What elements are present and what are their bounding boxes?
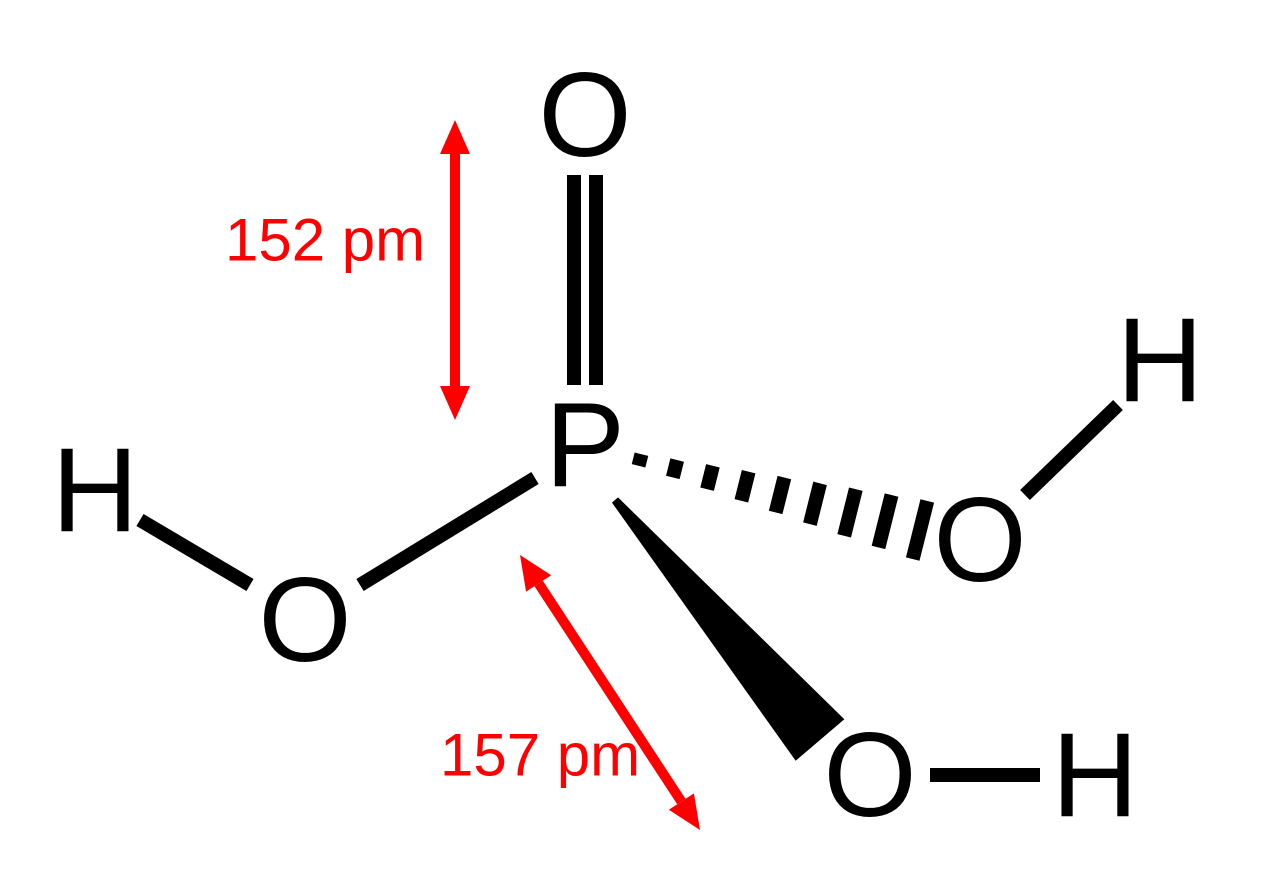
arrow-top (440, 120, 470, 420)
atom-H_front: H (1052, 708, 1139, 842)
annotation-top: 152 pm (225, 207, 425, 274)
arrow-bottom (520, 555, 700, 830)
atom-O_top: O (538, 48, 631, 182)
bond-single_Oback_Hback (1025, 405, 1118, 495)
atom-H_left: H (52, 423, 139, 557)
atom-P: P (545, 378, 625, 512)
bond-hash_P_Oback (639, 454, 928, 559)
bond-wedge_P_Ofront (612, 497, 844, 760)
atom-O_front: O (823, 708, 916, 842)
atom-H_back: H (1117, 293, 1204, 427)
atom-O_left: O (258, 553, 351, 687)
bond-single_Oleft_Hleft (140, 520, 250, 585)
annotation-bottom: 157 pm (440, 722, 640, 789)
atom-O_back: O (933, 473, 1026, 607)
bond-single_P_Oleft (360, 478, 535, 585)
